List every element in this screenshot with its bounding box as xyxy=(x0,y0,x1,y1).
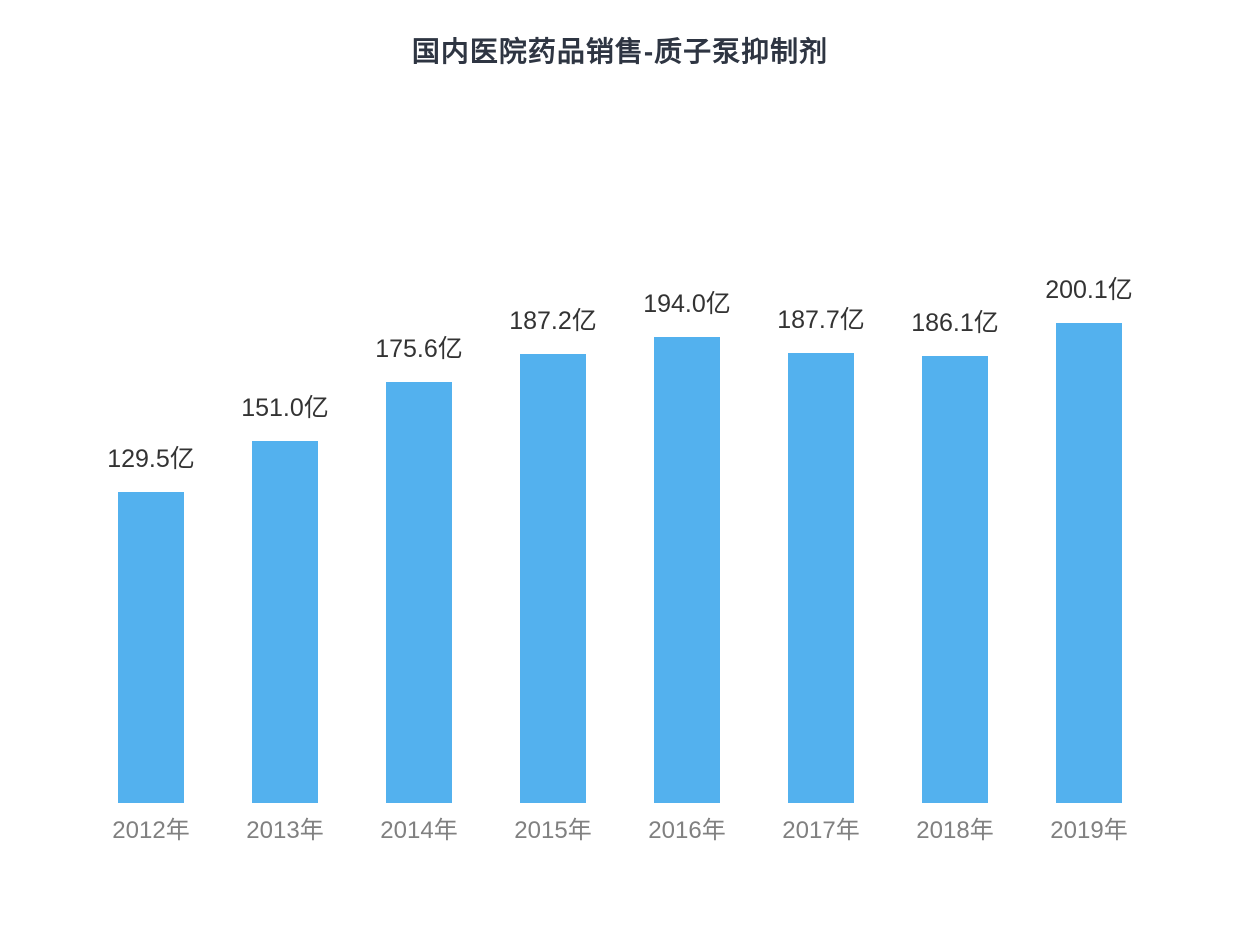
x-axis-label: 2019年 xyxy=(1050,817,1128,844)
plot-area: 129.5亿 151.0亿 175.6亿 187.2亿 194.0亿 187.7亿 186.… xyxy=(84,150,1156,803)
bar-value-label: 187.7亿 xyxy=(777,306,865,334)
bar-column: 187.2亿 xyxy=(486,150,620,803)
bar-value-label: 187.2亿 xyxy=(509,307,597,335)
bar xyxy=(520,354,586,803)
x-axis-label: 2016年 xyxy=(648,817,726,844)
x-axis-label: 2018年 xyxy=(916,817,994,844)
bar xyxy=(386,382,452,803)
bar-column: 186.1亿 xyxy=(888,150,1022,803)
x-axis-label: 2013年 xyxy=(246,817,324,844)
bar-column: 194.0亿 xyxy=(620,150,754,803)
bar-value-label: 175.6亿 xyxy=(375,335,463,363)
chart-title: 国内医院药品销售-质子泵抑制剂 xyxy=(411,36,829,67)
bar-value-label: 186.1亿 xyxy=(911,309,999,337)
bar-column: 151.0亿 xyxy=(218,150,352,803)
bar-value-label: 200.1亿 xyxy=(1045,276,1133,304)
bar-column: 129.5亿 xyxy=(84,150,218,803)
bar-column: 175.6亿 xyxy=(352,150,486,803)
bar-column: 200.1亿 xyxy=(1022,150,1156,803)
bar-value-label: 151.0亿 xyxy=(241,394,329,422)
x-axis-label: 2017年 xyxy=(782,817,860,844)
x-axis: 2012年 2013年 2014年 2015年 2016年 2017年 2018年 2019年 xyxy=(84,816,1156,846)
bar xyxy=(252,441,318,803)
bar-value-label: 129.5亿 xyxy=(107,445,195,473)
bar-value-label: 194.0亿 xyxy=(643,290,731,318)
bar xyxy=(118,492,184,803)
x-axis-label: 2014年 xyxy=(380,817,458,844)
x-axis-label: 2015年 xyxy=(514,817,592,844)
bar xyxy=(788,353,854,803)
bar xyxy=(654,337,720,803)
x-axis-label: 2012年 xyxy=(112,817,190,844)
bar xyxy=(1056,323,1122,803)
bar-column: 187.7亿 xyxy=(754,150,888,803)
bar xyxy=(922,356,988,803)
